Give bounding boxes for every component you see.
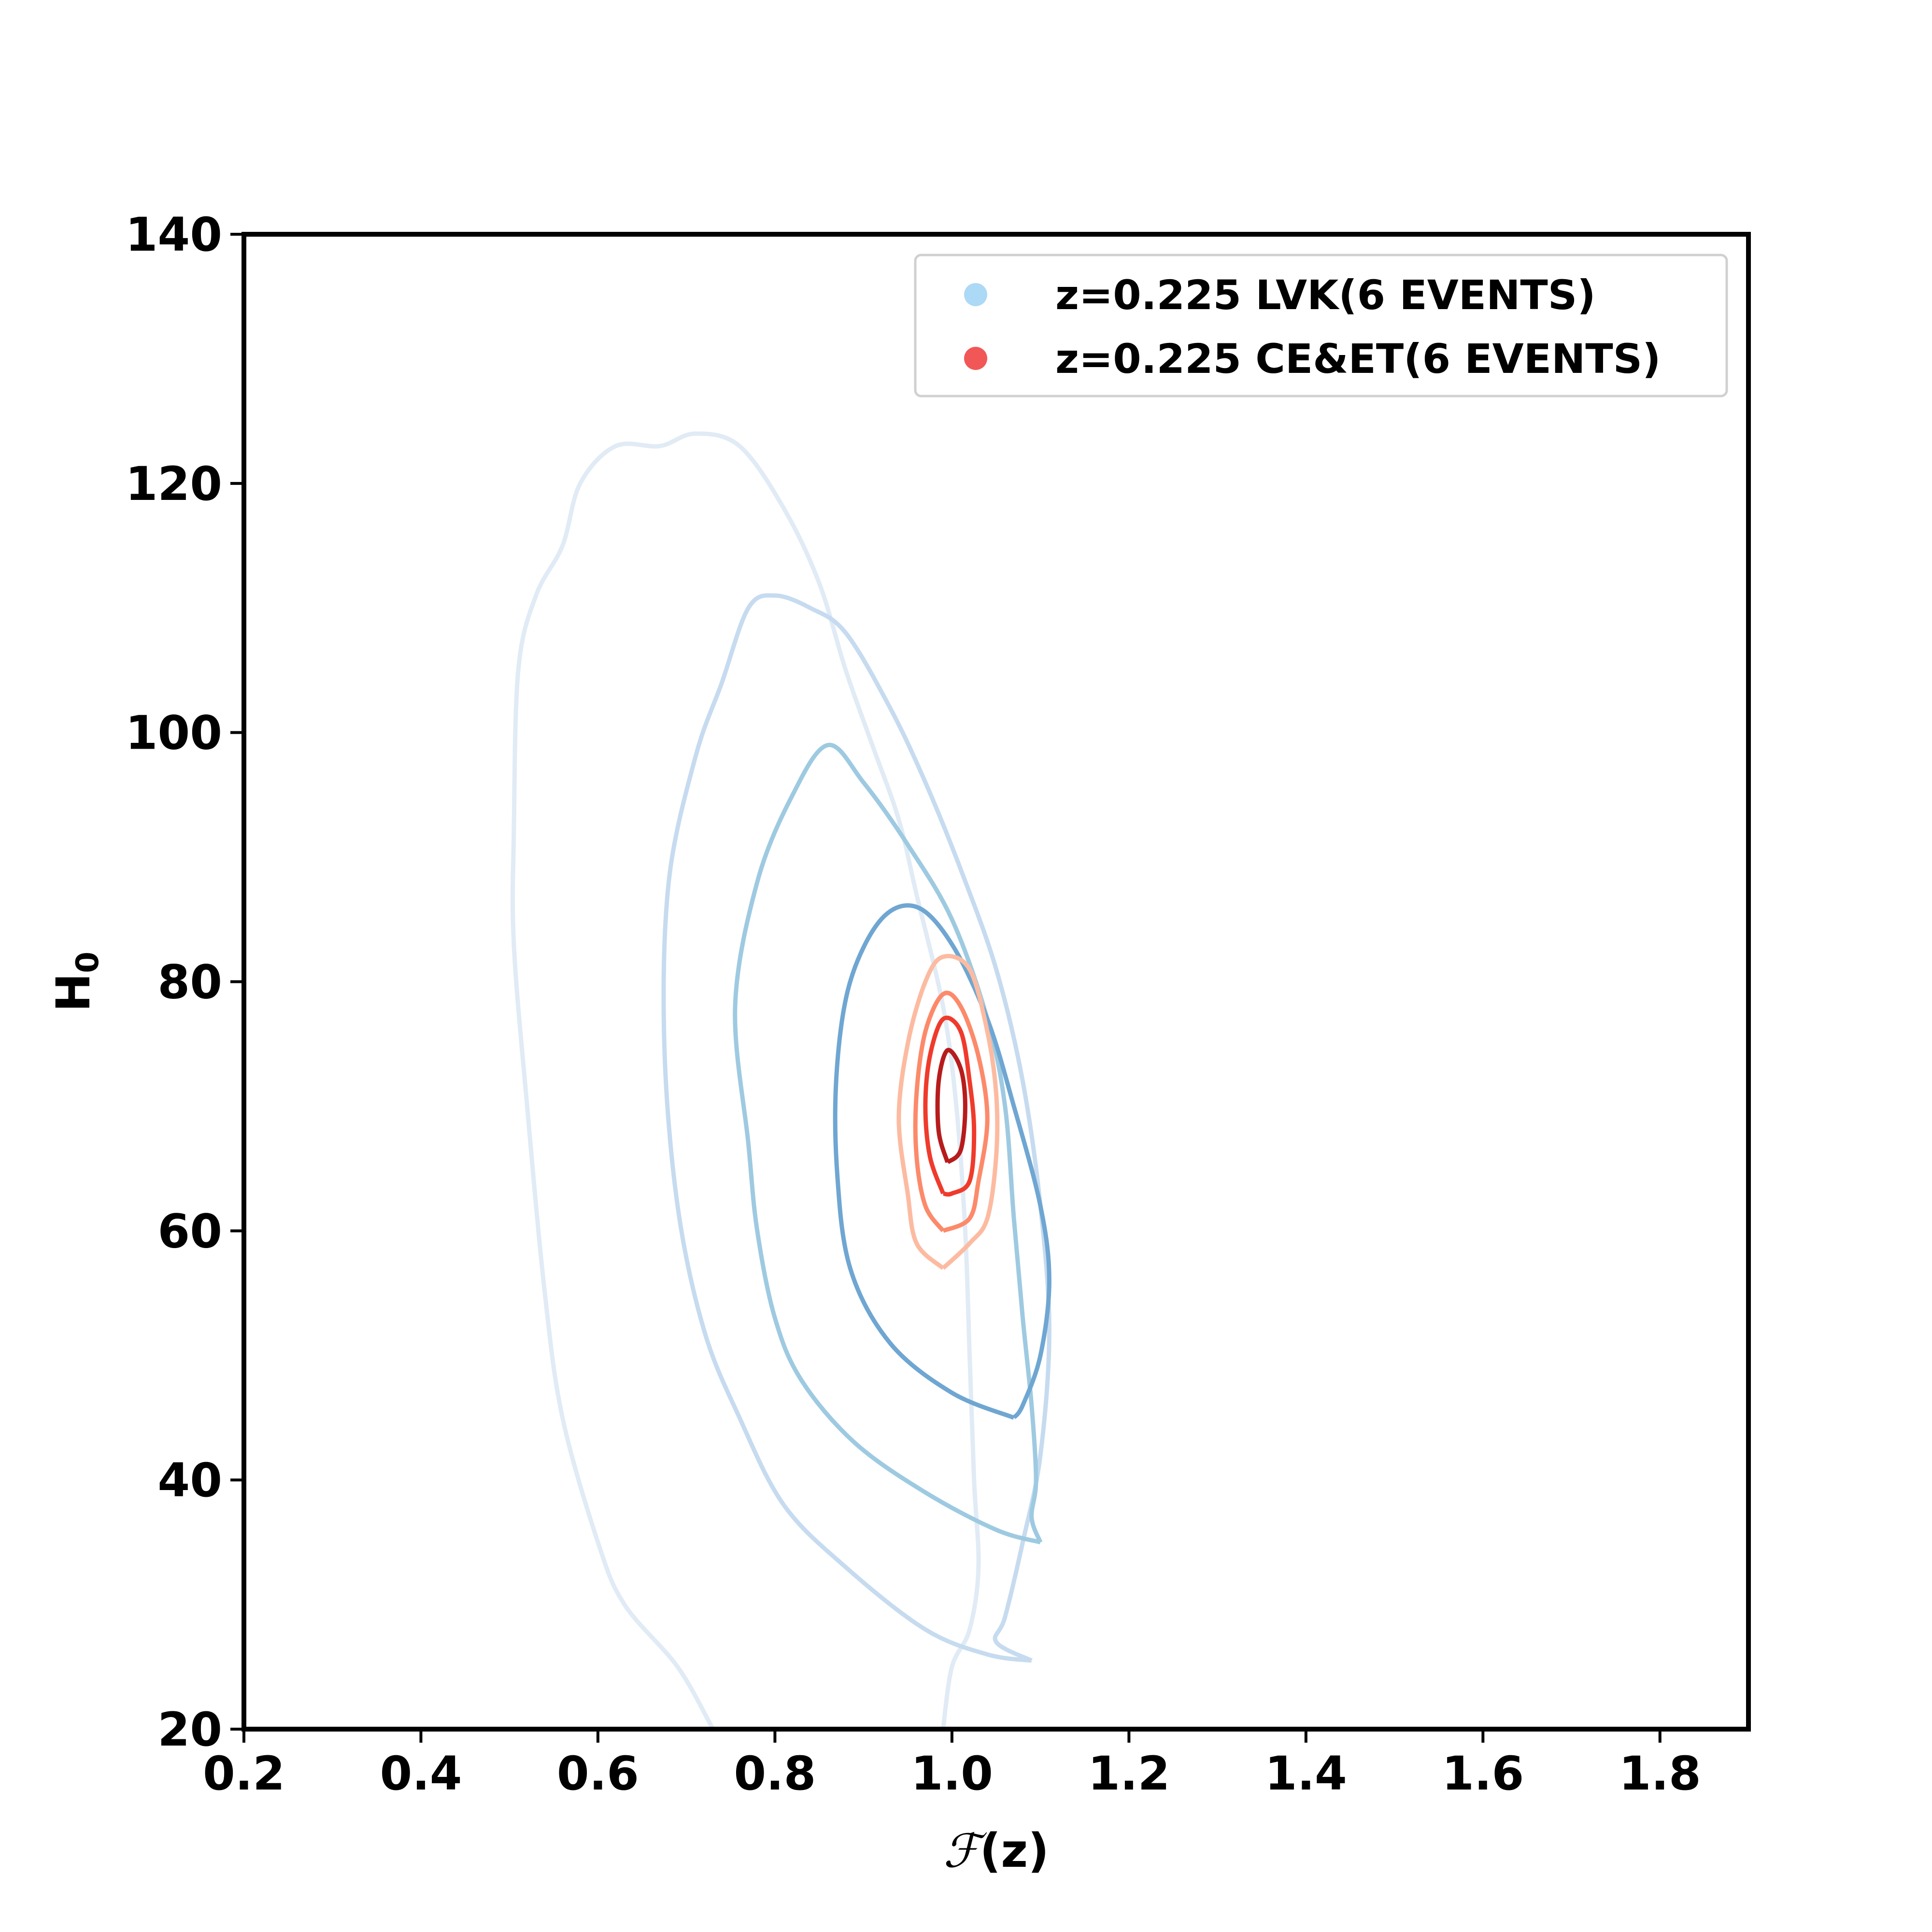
y-axis: 20 40 60 80 100 120 140 [126, 208, 244, 1757]
y-tick-label: 80 [157, 955, 222, 1009]
y-tick-label: 140 [126, 208, 222, 262]
legend-box [914, 254, 1728, 398]
x-tick-label: 0.8 [734, 1747, 816, 1801]
lvk-contour-level-4 [833, 903, 1051, 1420]
x-axis-label: ℱ(z) [943, 1824, 1049, 1878]
lvk-contour-level-2 [661, 593, 1051, 1663]
x-tick-label: 1.0 [911, 1747, 993, 1801]
x-tick-label: 0.6 [557, 1747, 639, 1801]
legend-marker-ce-et [964, 347, 987, 370]
x-tick-label: 1.6 [1442, 1747, 1524, 1801]
lvk-contour-level-1 [510, 431, 981, 1729]
x-axis-label-suffix: (z) [980, 1824, 1049, 1878]
x-axis: 0.2 0.4 0.6 0.8 1.0 1.2 1.4 1.6 1.8 [203, 1729, 1701, 1801]
y-tick-label: 40 [157, 1453, 222, 1507]
plot-frame [242, 232, 1751, 1732]
ce-et-contour-level-1 [896, 953, 1000, 1270]
x-tick-label: 0.4 [380, 1747, 462, 1801]
y-axis-label-subscript: 0 [70, 952, 106, 973]
lvk-contour-level-3 [733, 742, 1043, 1545]
legend-marker-lvk [964, 283, 987, 306]
legend-label-lvk: z=0.225 LVK(6 EVENTS) [1055, 271, 1596, 319]
ce-et-contour-level-2 [913, 991, 990, 1233]
y-tick-label: 20 [157, 1703, 222, 1757]
ce-et-contour-level-3 [923, 1015, 977, 1197]
y-axis-label-main: H [46, 973, 100, 1012]
ce-et-contour-level-4 [935, 1048, 967, 1165]
y-tick-label: 120 [126, 457, 222, 511]
y-axis-label: H0 [46, 952, 106, 1012]
y-tick-label: 60 [157, 1204, 222, 1258]
x-tick-label: 0.2 [203, 1747, 285, 1801]
x-tick-label: 1.4 [1265, 1747, 1347, 1801]
legend-label-ce-et: z=0.225 CE&ET(6 EVENTS) [1055, 335, 1661, 383]
x-tick-label: 1.2 [1088, 1747, 1170, 1801]
legend: z=0.225 LVK(6 EVENTS) z=0.225 CE&ET(6 EV… [914, 254, 1728, 398]
x-tick-label: 1.8 [1619, 1747, 1701, 1801]
y-tick-label: 100 [126, 706, 222, 760]
contour-layer [510, 431, 1051, 1729]
